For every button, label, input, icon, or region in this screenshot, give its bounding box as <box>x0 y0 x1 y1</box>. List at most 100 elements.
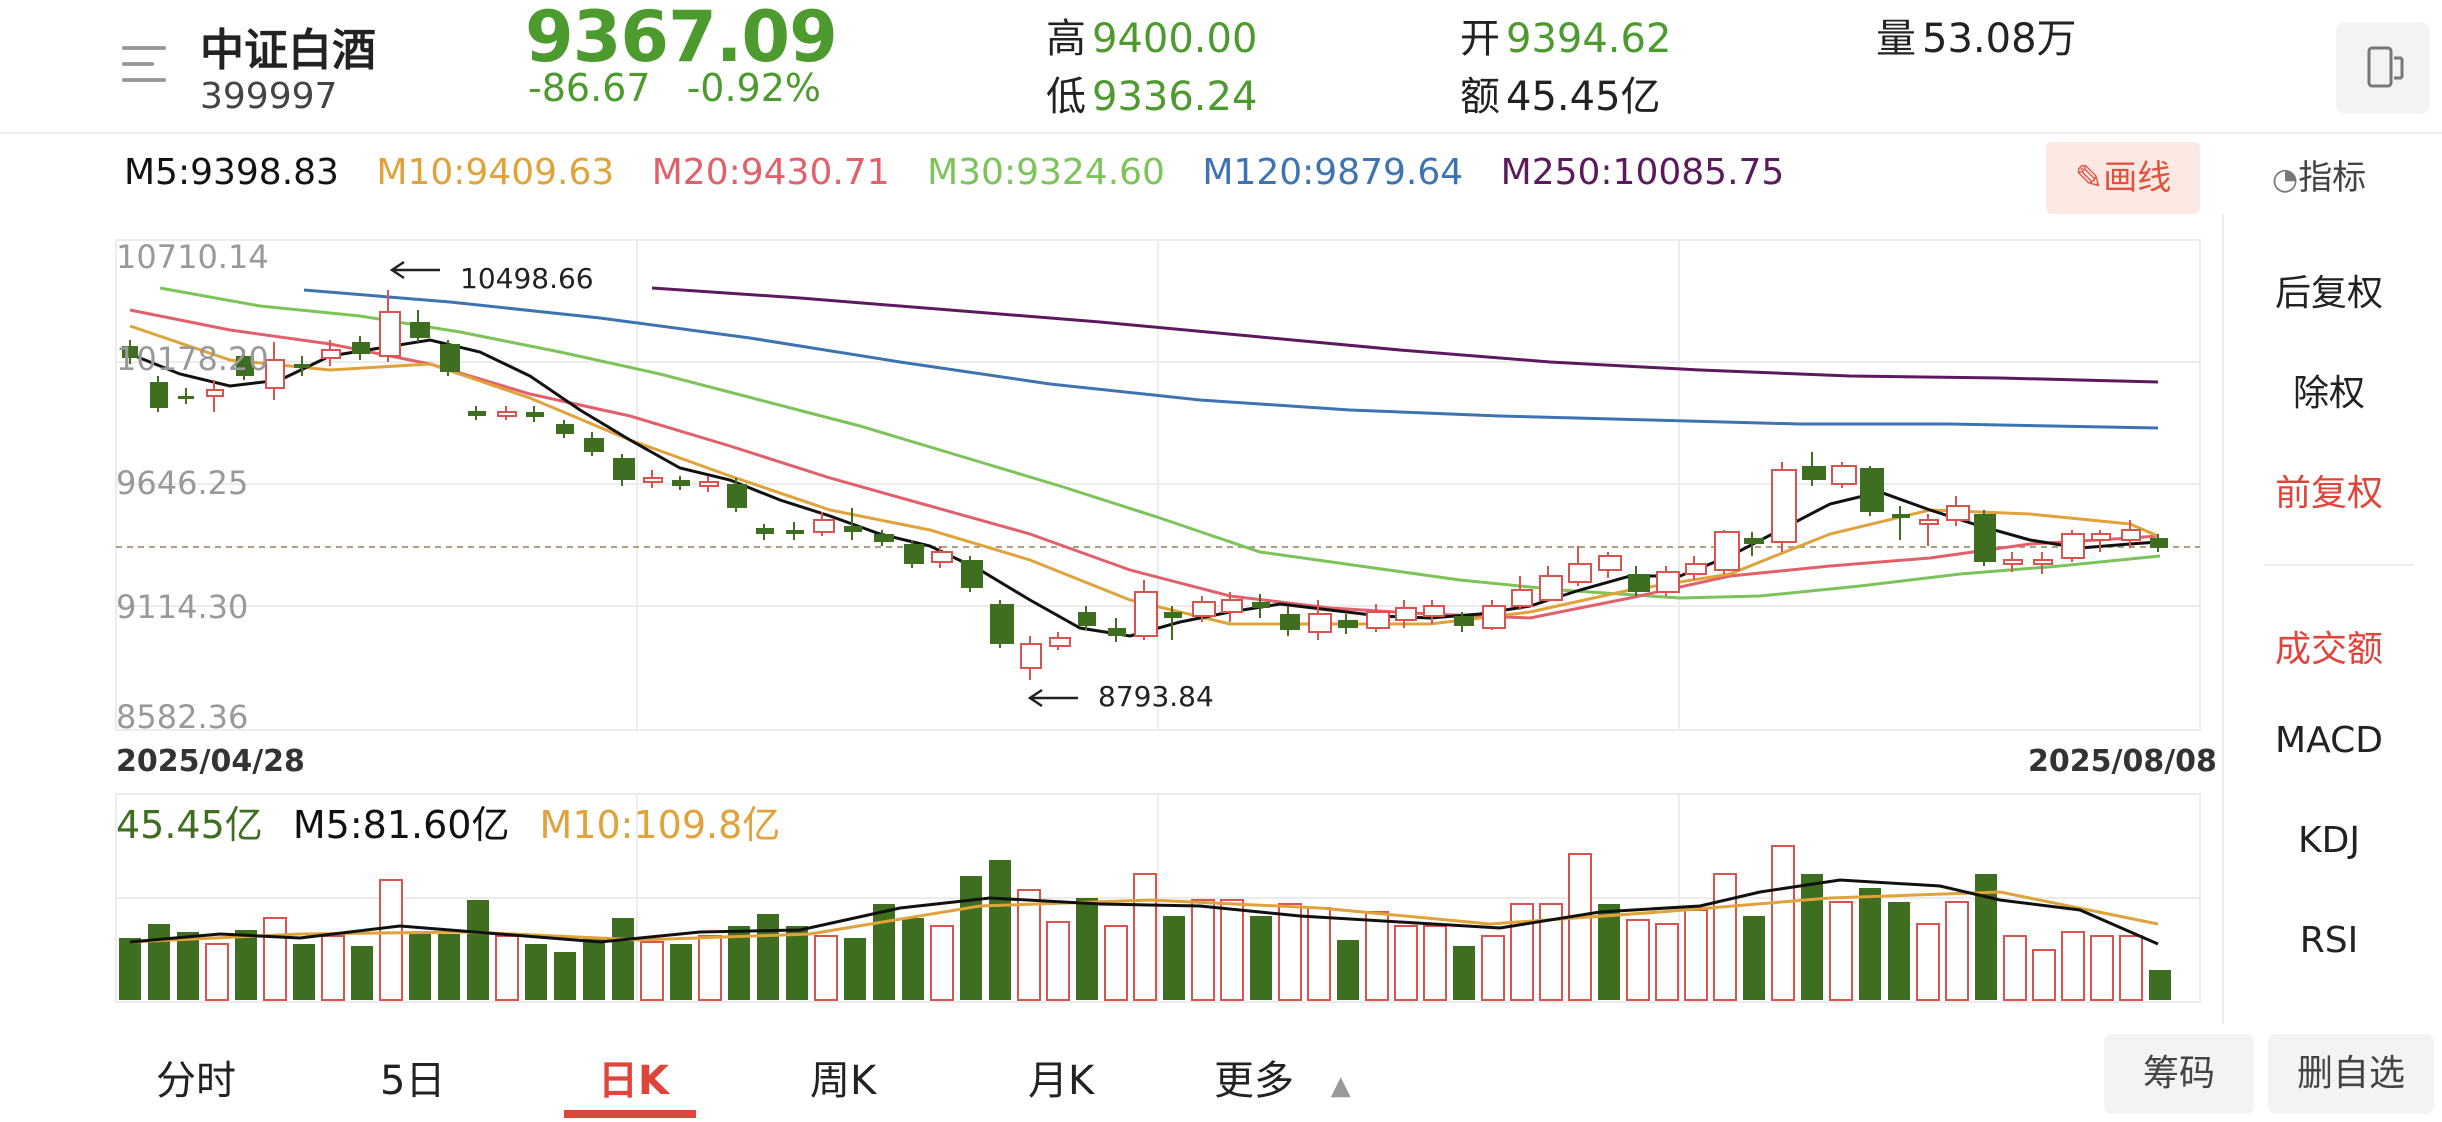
draw-line-label: 画线 <box>2103 158 2172 198</box>
indicator-button[interactable]: ◔指标 <box>2272 150 2366 199</box>
candle <box>1946 496 1970 526</box>
volume-bar <box>119 938 141 1000</box>
y-tick-label: 9114.30 <box>116 588 248 626</box>
y-tick-label: 10710.14 <box>116 238 269 276</box>
volume-bar <box>205 943 229 1001</box>
candle <box>352 336 370 360</box>
candle <box>813 512 835 536</box>
kdj-option[interactable]: KDJ <box>2298 820 2360 861</box>
volume-bar <box>1104 925 1128 1001</box>
tab-monthly-k[interactable]: 月K <box>1028 1058 1095 1104</box>
candle <box>1598 552 1622 578</box>
volume-bar <box>612 918 634 1000</box>
volume-bar <box>263 917 287 1001</box>
tab-more[interactable]: 更多 ▲ <box>1214 1048 1351 1106</box>
candle <box>497 406 517 420</box>
candle <box>844 508 862 540</box>
candles <box>122 290 2168 680</box>
candle <box>931 546 953 568</box>
menu-icon[interactable] <box>122 42 174 86</box>
volume-bar <box>2061 931 2085 1001</box>
volume-bar <box>583 938 605 1000</box>
price-change: -86.67 -0.92% <box>528 66 821 110</box>
y-tick-label: 9646.25 <box>116 464 248 502</box>
candle <box>1974 510 1996 566</box>
candle <box>699 476 719 492</box>
volume-bar <box>1337 940 1359 1000</box>
volume-bar <box>1743 916 1765 1000</box>
chips-button[interactable]: 筹码 <box>2104 1034 2254 1114</box>
tab-daily-k[interactable]: 日K <box>598 1058 669 1104</box>
candle <box>526 406 544 422</box>
volume-bar <box>1220 899 1244 1001</box>
amount-label: 额 <box>1460 74 1500 120</box>
volume-bar <box>873 904 895 1000</box>
candle <box>440 340 460 376</box>
candle <box>1020 636 1042 680</box>
tab-weekly-k[interactable]: 周K <box>810 1058 877 1104</box>
tab-intraday[interactable]: 分时 <box>156 1058 236 1104</box>
remove-watchlist-button[interactable]: 删自选 <box>2268 1034 2434 1114</box>
back-adjusted-option[interactable]: 后复权 <box>2274 273 2383 314</box>
candle <box>1771 462 1797 552</box>
candle <box>294 356 310 376</box>
kline-chart[interactable]: 10710.14 10178.20 9646.25 9114.30 8582.3… <box>0 0 2240 1030</box>
rsi-option[interactable]: RSI <box>2299 920 2359 961</box>
candle <box>613 454 635 486</box>
candle <box>2121 520 2141 548</box>
volume-value: 53.08万 <box>1922 16 2077 62</box>
candle <box>874 530 894 546</box>
candle <box>904 540 924 568</box>
low-annotation-label: 8793.84 <box>1098 680 1214 713</box>
volume-bar <box>698 935 722 1001</box>
volume-bar <box>757 914 779 1000</box>
candle <box>2150 534 2168 552</box>
high-stat: 高 9400.00 <box>1046 6 1257 64</box>
draw-line-button[interactable]: ✎画线 <box>2046 142 2200 214</box>
candle <box>1164 606 1182 640</box>
candle <box>122 340 138 364</box>
candle <box>1049 632 1071 650</box>
candle <box>1338 614 1358 634</box>
side-divider <box>2264 564 2414 566</box>
change-percent: -0.92% <box>686 66 822 110</box>
forward-adjusted-option[interactable]: 前复权 <box>2274 473 2383 514</box>
volume-bar <box>1394 925 1418 1001</box>
tab-more-label: 更多 <box>1214 1058 1294 1104</box>
current-price: 9367.09 <box>525 0 838 78</box>
turnover-option[interactable]: 成交额 <box>2274 629 2383 670</box>
candle <box>321 340 341 366</box>
volume-bar <box>1307 907 1331 1001</box>
volume-bar <box>989 860 1011 1000</box>
volume-stat: 量 53.08万 <box>1876 6 2077 64</box>
phone-rotate-icon <box>2367 46 2404 88</box>
candle <box>1366 604 1390 632</box>
volume-bar <box>148 924 170 1000</box>
landscape-toggle-button[interactable] <box>2336 22 2430 114</box>
candle <box>1714 530 1740 574</box>
volume-bar <box>1133 873 1157 1001</box>
macd-option[interactable]: MACD <box>2275 720 2383 761</box>
tab-5day[interactable]: 5日 <box>380 1058 446 1104</box>
volume-bar <box>1771 845 1795 1001</box>
candle <box>265 342 285 400</box>
ma120-value: M120:9879.64 <box>1202 152 1464 193</box>
ma120-line <box>303 288 2159 430</box>
candle <box>1539 566 1563 602</box>
volume-bar <box>1453 946 1475 1000</box>
caret-up-icon: ▲ <box>1330 1071 1351 1101</box>
volume-bar <box>814 935 838 1001</box>
low-annotation: 8793.84 <box>1027 680 1214 713</box>
volume-bars <box>119 845 2171 1001</box>
volume-bar <box>1945 901 1969 1001</box>
volume-amount: 45.45亿 <box>116 803 263 847</box>
ex-rights-option[interactable]: 除权 <box>2292 373 2365 414</box>
volume-m5: M5:81.60亿 <box>292 803 510 847</box>
indicator-label: 指标 <box>2298 158 2367 198</box>
volume-bar <box>293 944 315 1000</box>
candle <box>1252 594 1270 618</box>
ma-legend: M5:9398.83 M10:9409.63 M20:9430.71 M30:9… <box>124 152 1810 193</box>
bottom-tab-bar <box>0 1030 2442 1122</box>
change-value: -86.67 <box>528 66 651 110</box>
candle <box>2061 530 2085 562</box>
